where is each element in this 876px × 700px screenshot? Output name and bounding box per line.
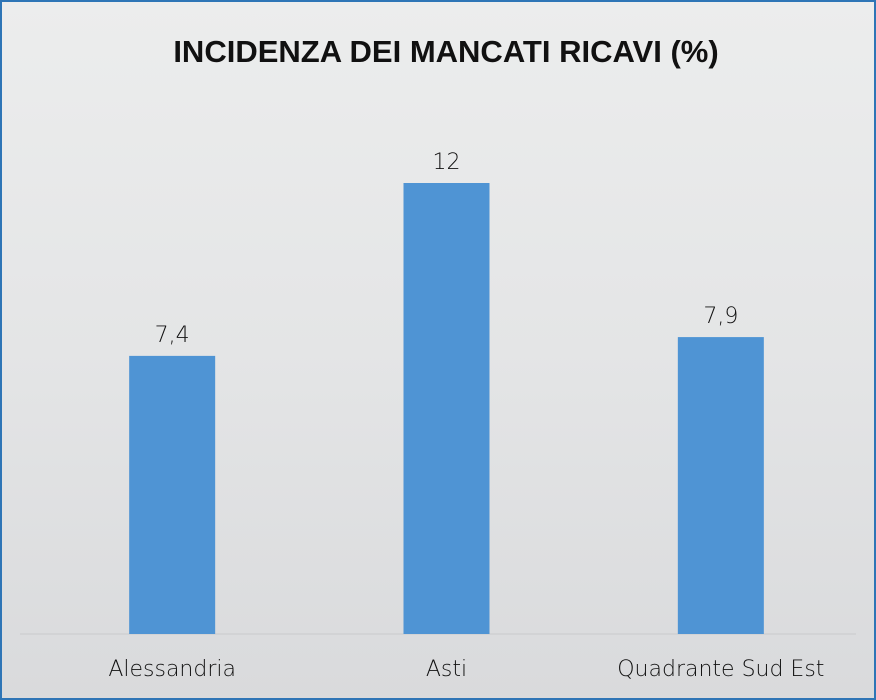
bar bbox=[678, 337, 764, 634]
data-label: 12 bbox=[433, 150, 461, 175]
bar bbox=[404, 183, 490, 634]
x-tick-label: Asti bbox=[426, 657, 467, 682]
data-label: 7,4 bbox=[155, 323, 190, 348]
chart: INCIDENZA DEI MANCATI RICAVI (%) 7,4 Ales… bbox=[0, 0, 876, 700]
x-tick-label: Quadrante Sud Est bbox=[617, 657, 824, 682]
data-label: 7,9 bbox=[703, 304, 738, 329]
bar bbox=[129, 356, 215, 634]
chart-title: INCIDENZA DEI MANCATI RICAVI (%) bbox=[173, 34, 718, 69]
x-tick-label: Alessandria bbox=[108, 657, 236, 682]
